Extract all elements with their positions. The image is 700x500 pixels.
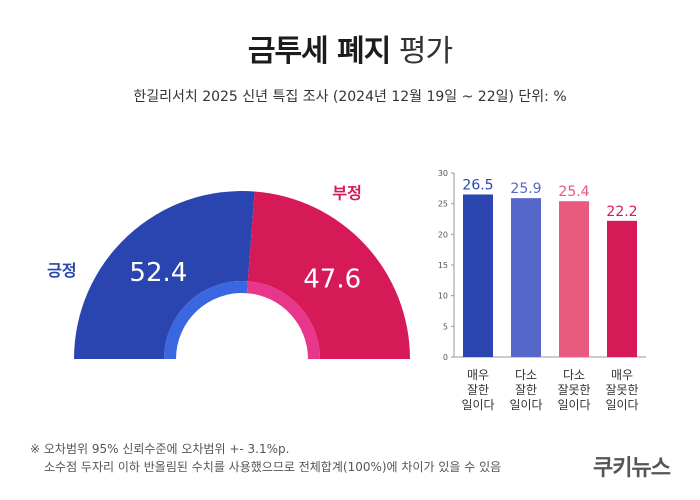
y-tick-label: 10 <box>438 292 448 301</box>
category-label-line: 다소 <box>515 368 537 382</box>
category-label-line: 일이다 <box>509 398 542 412</box>
category-label-line: 매우 <box>467 368 489 382</box>
category-label-line: 다소 <box>563 368 585 382</box>
footnote: ※ 오차범위 95% 신뢰수준에 오차범위 +- 3.1%p. 소수점 두자리 … <box>30 440 501 476</box>
y-tick-label: 30 <box>438 169 448 178</box>
category-label: 다소 잘한 일이다 <box>509 368 542 412</box>
donut-inner-ring <box>246 281 320 359</box>
category-label: 매우 잘못한 일이다 <box>605 368 638 412</box>
category-label: 다소 잘못한 일이다 <box>557 368 590 412</box>
footnote-line-1: ※ 오차범위 95% 신뢰수준에 오차범위 +- 3.1%p. <box>30 442 290 456</box>
donut-category-label: 긍정 <box>47 261 76 280</box>
bar-value-label: 22.2 <box>606 204 637 220</box>
category-label-line: 일이다 <box>557 398 590 412</box>
donut-value-label: 47.6 <box>303 264 361 294</box>
category-label-line: 잘한 <box>515 383 537 397</box>
half-donut-chart: 52.4 긍정 47.6 부정 <box>47 183 410 359</box>
bar-value-label: 25.9 <box>510 181 541 197</box>
bar <box>559 201 589 357</box>
donut-category-label: 부정 <box>332 183 361 202</box>
donut-value-label: 52.4 <box>129 258 187 288</box>
title-suffix: 평가 <box>398 34 453 69</box>
category-label-line: 매우 <box>611 368 633 382</box>
bar <box>607 220 637 357</box>
chart-subtitle: 한길리서치 2025 신년 특집 조사 (2024년 12월 19일 ~ 22일… <box>133 89 567 105</box>
y-tick-label: 25 <box>438 200 448 209</box>
category-label-line: 잘못한 <box>557 383 590 397</box>
category-label-line: 잘못한 <box>605 383 638 397</box>
y-tick-label: 20 <box>438 230 448 239</box>
y-tick-label: 0 <box>443 353 448 362</box>
category-label-line: 일이다 <box>461 398 494 412</box>
donut-slice <box>247 191 410 359</box>
bar <box>511 198 541 357</box>
donut-slice <box>74 190 255 359</box>
y-tick-label: 15 <box>438 261 448 270</box>
category-label: 매우 잘한 일이다 <box>461 368 494 412</box>
bar-value-label: 26.5 <box>462 177 493 193</box>
y-tick-label: 5 <box>443 322 448 331</box>
publisher-logo: 쿠키뉴스 <box>593 456 671 481</box>
bar-value-label: 25.4 <box>558 184 589 200</box>
bar <box>463 194 493 357</box>
footnote-line-2: 소수점 두자리 이하 반올림된 수치를 사용했으므로 전체합계(100%)에 차… <box>44 460 502 474</box>
title-main: 금투세 폐지 <box>247 34 391 69</box>
category-label-line: 일이다 <box>605 398 638 412</box>
category-label-line: 잘한 <box>467 383 489 397</box>
donut-inner-ring <box>164 281 248 359</box>
chart-title: 금투세 폐지 평가 <box>0 26 700 70</box>
